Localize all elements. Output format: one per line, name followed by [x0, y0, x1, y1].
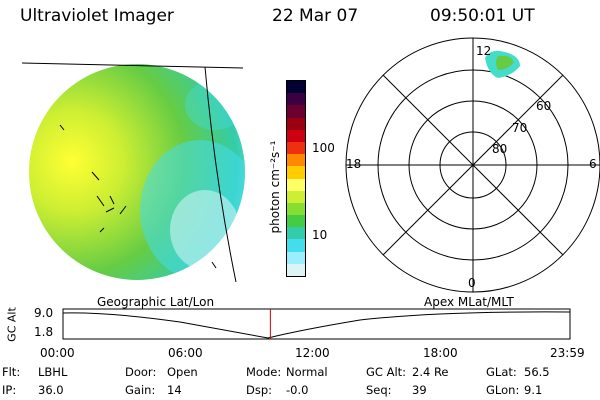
- date-label: 22 Mar 07: [272, 6, 359, 26]
- colorbar-segment: [287, 215, 305, 228]
- info-value: 56.5: [524, 365, 550, 379]
- info-label: Mode:: [246, 365, 282, 379]
- info-value: LBHL: [38, 365, 68, 379]
- timeline-y-tick-top: 9.0: [34, 306, 54, 320]
- info-label: IP:: [2, 383, 17, 397]
- coastline-marks: [59, 124, 217, 269]
- info-label: Dsp:: [246, 383, 273, 397]
- colorbar-segment: [287, 251, 305, 264]
- colorbar-segment: [287, 154, 305, 167]
- mlt-label-6: 6: [589, 157, 597, 171]
- x-tick-2359: 23:59: [550, 346, 585, 360]
- info-label: GLat:: [486, 365, 517, 379]
- x-tick-1200: 12:00: [295, 346, 330, 360]
- colorbar-segment: [287, 117, 305, 130]
- colorbar-segment: [287, 227, 305, 240]
- lat-label-60: 60: [536, 99, 552, 113]
- mlt-label-18: 18: [346, 157, 362, 171]
- right-caption: Apex MLat/MLT: [424, 295, 514, 309]
- info-value: 9.1: [524, 383, 543, 397]
- info-label: Gain:: [125, 383, 156, 397]
- colorbar-segment: [287, 141, 305, 155]
- colorbar-segment: [287, 190, 305, 203]
- mlt-label-12: 12: [476, 44, 492, 58]
- image-boundary-top: [21, 62, 244, 69]
- info-value: 36.0: [38, 383, 64, 397]
- info-label: Door:: [125, 365, 157, 379]
- info-label: GLon:: [486, 383, 520, 397]
- info-value: 39: [412, 383, 427, 397]
- colorbar-segment: [287, 166, 305, 179]
- colorbar-segment: [287, 93, 305, 106]
- info-value: Normal: [286, 365, 328, 379]
- info-value: -0.0: [286, 383, 309, 397]
- lat-label-70: 70: [512, 121, 528, 135]
- colorbar-segment: [287, 263, 305, 276]
- lat-label-80: 80: [492, 142, 508, 156]
- info-value: 14: [167, 383, 182, 397]
- info-value: 2.4 Re: [412, 365, 449, 379]
- timeline-y-tick-bottom: 1.8: [34, 325, 54, 339]
- instrument-title: Ultraviolet Imager: [20, 6, 174, 26]
- info-label: Flt:: [2, 365, 21, 379]
- colorbar-segment: [287, 129, 305, 142]
- info-label: Seq:: [366, 383, 392, 397]
- x-tick-0600: 06:00: [168, 346, 203, 360]
- left-caption: Geographic Lat/Lon: [97, 295, 215, 309]
- image-boundary-right: [204, 66, 237, 283]
- color-bar: [286, 80, 306, 277]
- colorbar-segment: [287, 105, 305, 118]
- x-tick-0000: 00:00: [40, 346, 75, 360]
- colorbar-segment: [287, 178, 305, 191]
- x-tick-1800: 18:00: [423, 346, 458, 360]
- mlt-label-0: 0: [468, 276, 476, 290]
- colorbar-segment: [287, 81, 305, 94]
- info-value: Open: [167, 365, 198, 379]
- colorbar-segment: [287, 202, 305, 216]
- colorbar-tick-10: 10: [312, 228, 328, 242]
- altitude-curve: [62, 311, 571, 339]
- info-label: GC Alt:: [366, 365, 407, 379]
- aurora-patch-core: [496, 55, 514, 70]
- time-label: 09:50:01 UT: [430, 6, 535, 26]
- colorbar-tick-100: 100: [312, 141, 335, 155]
- polar-diagonal-2: [382, 74, 564, 256]
- colorbar-segment: [287, 239, 305, 252]
- timeline-frame: [62, 308, 571, 340]
